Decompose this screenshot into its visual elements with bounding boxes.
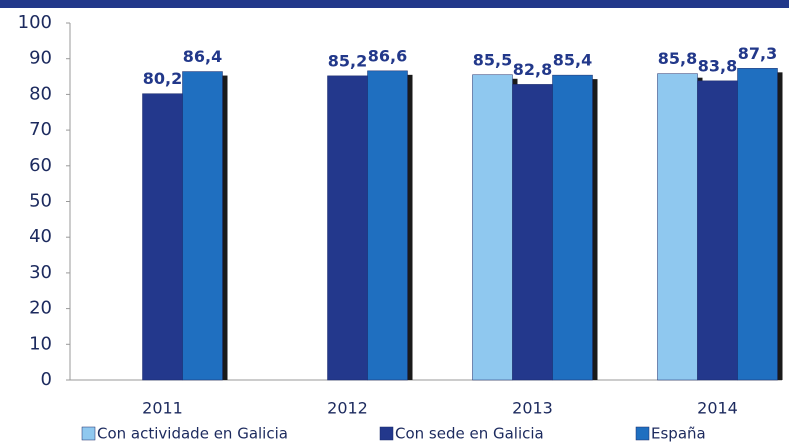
value-label: 82,8 xyxy=(513,60,552,79)
y-tick-label: 20 xyxy=(29,298,52,319)
legend-label: Con sede en Galicia xyxy=(395,425,544,443)
bar xyxy=(142,93,183,381)
y-tick-label: 40 xyxy=(29,226,52,247)
legend-label: España xyxy=(651,425,706,443)
y-tick-label: 10 xyxy=(29,333,52,354)
value-label: 80,2 xyxy=(143,69,182,88)
y-tick-label: 90 xyxy=(29,48,52,69)
value-label: 86,4 xyxy=(183,47,222,66)
value-label: 86,6 xyxy=(368,46,407,65)
bar xyxy=(657,73,698,381)
y-tick-label: 100 xyxy=(18,12,52,33)
value-label: 85,8 xyxy=(658,49,697,68)
legend-swatch xyxy=(379,426,394,441)
y-tick-label: 30 xyxy=(29,262,52,283)
value-label: 85,5 xyxy=(473,50,512,69)
bar xyxy=(367,70,408,381)
x-tick-label: 2014 xyxy=(697,399,738,418)
x-tick-label: 2013 xyxy=(512,399,553,418)
x-tick-label: 2011 xyxy=(142,399,183,418)
bar xyxy=(182,71,223,381)
top-band xyxy=(0,0,789,8)
y-tick-label: 50 xyxy=(29,191,52,212)
value-label: 83,8 xyxy=(698,56,737,75)
y-tick-label: 60 xyxy=(29,155,52,176)
value-label: 85,4 xyxy=(553,51,592,70)
legend-label: Con actividade en Galicia xyxy=(97,425,288,443)
bar xyxy=(327,75,368,381)
y-tick-label: 80 xyxy=(29,83,52,104)
bar xyxy=(472,74,513,381)
y-tick-label: 0 xyxy=(41,369,52,390)
legend-swatch xyxy=(81,426,96,441)
legend-swatch xyxy=(635,426,650,441)
bar xyxy=(552,74,593,381)
x-tick-label: 2012 xyxy=(327,399,368,418)
value-label: 87,3 xyxy=(738,44,777,63)
bar xyxy=(512,84,553,381)
value-label: 85,2 xyxy=(328,51,367,70)
bar xyxy=(737,68,778,381)
y-tick-label: 70 xyxy=(29,119,52,140)
bar xyxy=(697,80,738,381)
